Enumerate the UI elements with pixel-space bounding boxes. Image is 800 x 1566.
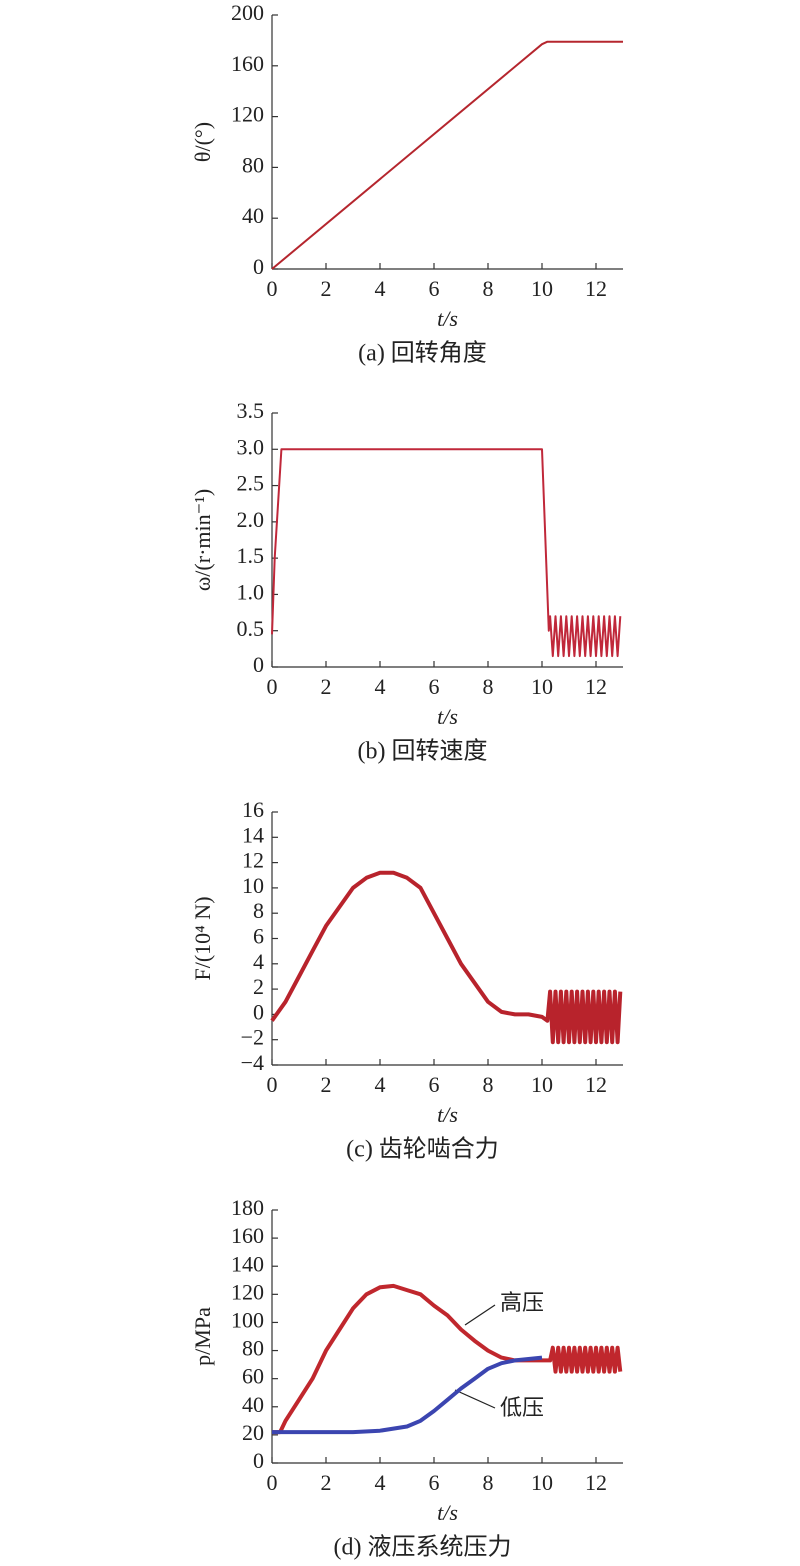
x-axis-label: t/s	[437, 1102, 458, 1127]
x-tick-label: 8	[483, 276, 494, 301]
leader-line	[454, 1389, 496, 1409]
y-tick-label: −2	[241, 1025, 264, 1050]
x-tick-label: 12	[585, 1072, 607, 1097]
y-tick-label: 14	[242, 822, 264, 847]
series-annotation: 高压	[500, 1290, 544, 1315]
y-tick-label: 3.0	[237, 434, 265, 459]
y-tick-label: 20	[242, 1420, 264, 1445]
x-tick-label: 0	[267, 276, 278, 301]
y-tick-label: 8	[253, 898, 264, 923]
x-tick-label: 2	[321, 1072, 332, 1097]
x-tick-label: 4	[375, 674, 386, 699]
y-tick-label: 120	[231, 1279, 264, 1304]
x-tick-label: 6	[429, 1470, 440, 1495]
y-tick-label: 120	[231, 102, 264, 127]
x-tick-label: 6	[429, 674, 440, 699]
x-axis-label: t/s	[437, 1500, 458, 1525]
y-tick-label: 40	[242, 203, 264, 228]
y-tick-label: 0	[253, 1448, 264, 1473]
y-tick-label: 12	[242, 848, 264, 873]
y-tick-label: 1.5	[237, 543, 265, 568]
caption: (b) 回转速度	[358, 738, 488, 765]
y-tick-label: 0	[253, 254, 264, 279]
x-tick-label: 0	[267, 674, 278, 699]
y-tick-label: 0	[253, 999, 264, 1024]
y-tick-label: 100	[231, 1307, 264, 1332]
y-tick-label: 2.0	[237, 507, 265, 532]
x-tick-label: 4	[375, 276, 386, 301]
x-tick-label: 2	[321, 276, 332, 301]
x-tick-label: 8	[483, 674, 494, 699]
y-tick-label: 160	[231, 51, 264, 76]
y-tick-label: 2.5	[237, 471, 265, 496]
y-tick-label: 80	[242, 152, 264, 177]
data-line	[271, 448, 622, 658]
y-tick-label: 10	[242, 873, 264, 898]
x-axis-label: t/s	[437, 306, 458, 331]
leader-line	[464, 1304, 496, 1326]
y-tick-label: 1.0	[237, 579, 265, 604]
x-tick-label: 4	[375, 1470, 386, 1495]
y-tick-label: 80	[242, 1336, 264, 1361]
x-tick-label: 0	[267, 1072, 278, 1097]
x-tick-label: 2	[321, 1470, 332, 1495]
x-tick-label: 6	[429, 1072, 440, 1097]
y-tick-label: 140	[231, 1251, 264, 1276]
data-line	[272, 1283, 623, 1435]
y-axis-label: F/(10⁴ N)	[190, 896, 215, 980]
y-tick-label: −4	[241, 1050, 264, 1075]
y-tick-label: 0.5	[237, 616, 265, 641]
series-annotation: 低压	[500, 1395, 544, 1420]
data-line	[272, 1355, 543, 1435]
y-axis-label: p/MPa	[190, 1307, 215, 1366]
x-tick-label: 0	[267, 1470, 278, 1495]
x-tick-label: 8	[483, 1470, 494, 1495]
data-line	[270, 870, 623, 1045]
data-line	[271, 40, 623, 270]
y-tick-label: 40	[242, 1392, 264, 1417]
x-tick-label: 12	[585, 1470, 607, 1495]
y-tick-label: 180	[231, 1195, 264, 1220]
x-tick-label: 12	[585, 674, 607, 699]
y-tick-label: 200	[231, 0, 264, 25]
x-tick-label: 2	[321, 674, 332, 699]
x-tick-label: 12	[585, 276, 607, 301]
y-tick-label: 160	[231, 1223, 264, 1248]
x-tick-label: 10	[531, 1470, 553, 1495]
x-tick-label: 10	[531, 674, 553, 699]
x-axis-label: t/s	[437, 704, 458, 729]
y-tick-label: 0	[253, 652, 264, 677]
caption: (c) 齿轮啮合力	[346, 1136, 499, 1163]
y-tick-label: 6	[253, 924, 264, 949]
y-tick-label: 3.5	[237, 398, 265, 423]
caption: (d) 液压系统压力	[334, 1534, 512, 1561]
x-tick-label: 6	[429, 276, 440, 301]
y-tick-label: 60	[242, 1364, 264, 1389]
y-axis-label: θ/(°)	[190, 122, 215, 162]
y-tick-label: 16	[242, 797, 264, 822]
x-tick-label: 10	[531, 1072, 553, 1097]
y-axis-label: ω/(r·min⁻¹)	[190, 489, 215, 591]
y-tick-label: 2	[253, 974, 264, 999]
x-tick-label: 8	[483, 1072, 494, 1097]
caption: (a) 回转角度	[358, 340, 487, 367]
x-tick-label: 4	[375, 1072, 386, 1097]
y-tick-label: 4	[253, 949, 264, 974]
x-tick-label: 10	[531, 276, 553, 301]
